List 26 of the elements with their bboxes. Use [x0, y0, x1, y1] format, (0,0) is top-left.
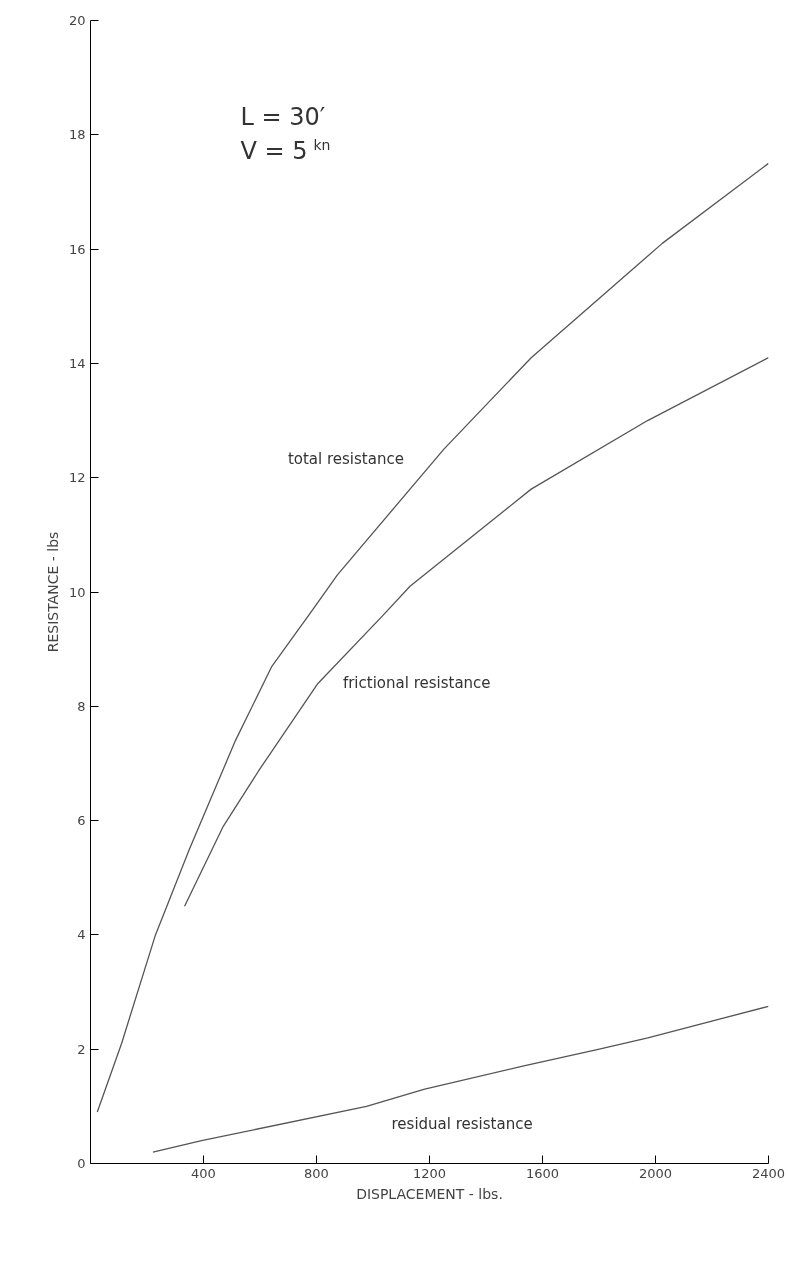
y-tick-label: 14	[68, 355, 86, 371]
y-tick-label: 6	[77, 813, 86, 829]
y-axis-title: RESISTANCE - lbs	[44, 531, 61, 653]
y-tick-label: 18	[68, 127, 86, 143]
annotation: L = 30′	[240, 102, 326, 131]
y-tick-label: 16	[68, 241, 86, 257]
x-tick-label: 1200	[412, 1165, 447, 1181]
y-tick-label: 10	[68, 584, 86, 600]
x-tick-label: 400	[191, 1165, 216, 1181]
x-axis-title: DISPLACEMENT - lbs.	[356, 1185, 503, 1202]
line-series	[152, 1005, 769, 1153]
y-tick-label: 2	[77, 1041, 86, 1057]
y-tick-label: 8	[77, 698, 86, 714]
series-label: frictional resistance	[342, 674, 491, 693]
x-tick-label: 1600	[525, 1165, 560, 1181]
y-tick-label: 12	[68, 470, 86, 486]
x-tick-label: 800	[304, 1165, 329, 1181]
x-tick-label: 2000	[638, 1165, 673, 1181]
y-tick-label: 20	[68, 13, 86, 28]
y-tick-label: 0	[77, 1156, 86, 1171]
series-label: total resistance	[287, 450, 404, 469]
line-series	[183, 357, 769, 907]
y-tick-label: 4	[77, 927, 86, 943]
line-series	[96, 162, 769, 1113]
x-tick-label: 2400	[751, 1165, 786, 1181]
series-label: residual resistance	[391, 1115, 533, 1134]
